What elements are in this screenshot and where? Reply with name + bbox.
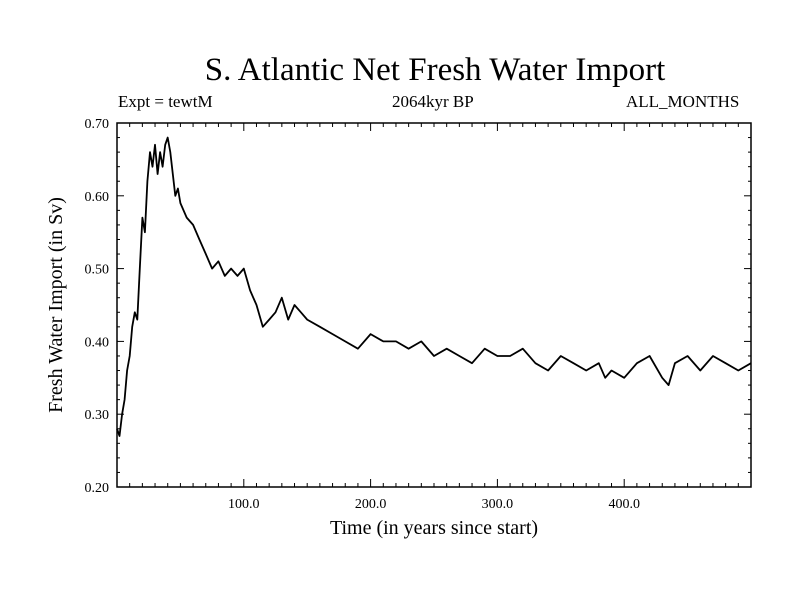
y-axis-label: Fresh Water Import (in Sv) bbox=[45, 197, 67, 413]
x-tick-label: 100.0 bbox=[228, 497, 260, 512]
plot-frame bbox=[116, 122, 752, 488]
y-tick-label: 0.70 bbox=[85, 117, 110, 132]
x-tick-label: 300.0 bbox=[482, 497, 514, 512]
chart-title: S. Atlantic Net Fresh Water Import bbox=[204, 52, 666, 88]
x-tick-label: 400.0 bbox=[608, 497, 640, 512]
y-tick-label: 0.40 bbox=[85, 335, 110, 350]
period-label: 2064kyr BP bbox=[392, 92, 474, 111]
series-line bbox=[116, 136, 752, 437]
months-label: ALL_MONTHS bbox=[626, 92, 740, 111]
x-axis-label: Time (in years since start) bbox=[330, 517, 538, 539]
x-tick-label: 200.0 bbox=[355, 497, 387, 512]
experiment-label: Expt = tewtM bbox=[118, 92, 213, 111]
y-tick-label: 0.20 bbox=[85, 481, 110, 496]
y-tick-label: 0.50 bbox=[85, 263, 110, 278]
y-tick-label: 0.60 bbox=[85, 190, 110, 205]
y-tick-label: 0.30 bbox=[85, 408, 110, 423]
